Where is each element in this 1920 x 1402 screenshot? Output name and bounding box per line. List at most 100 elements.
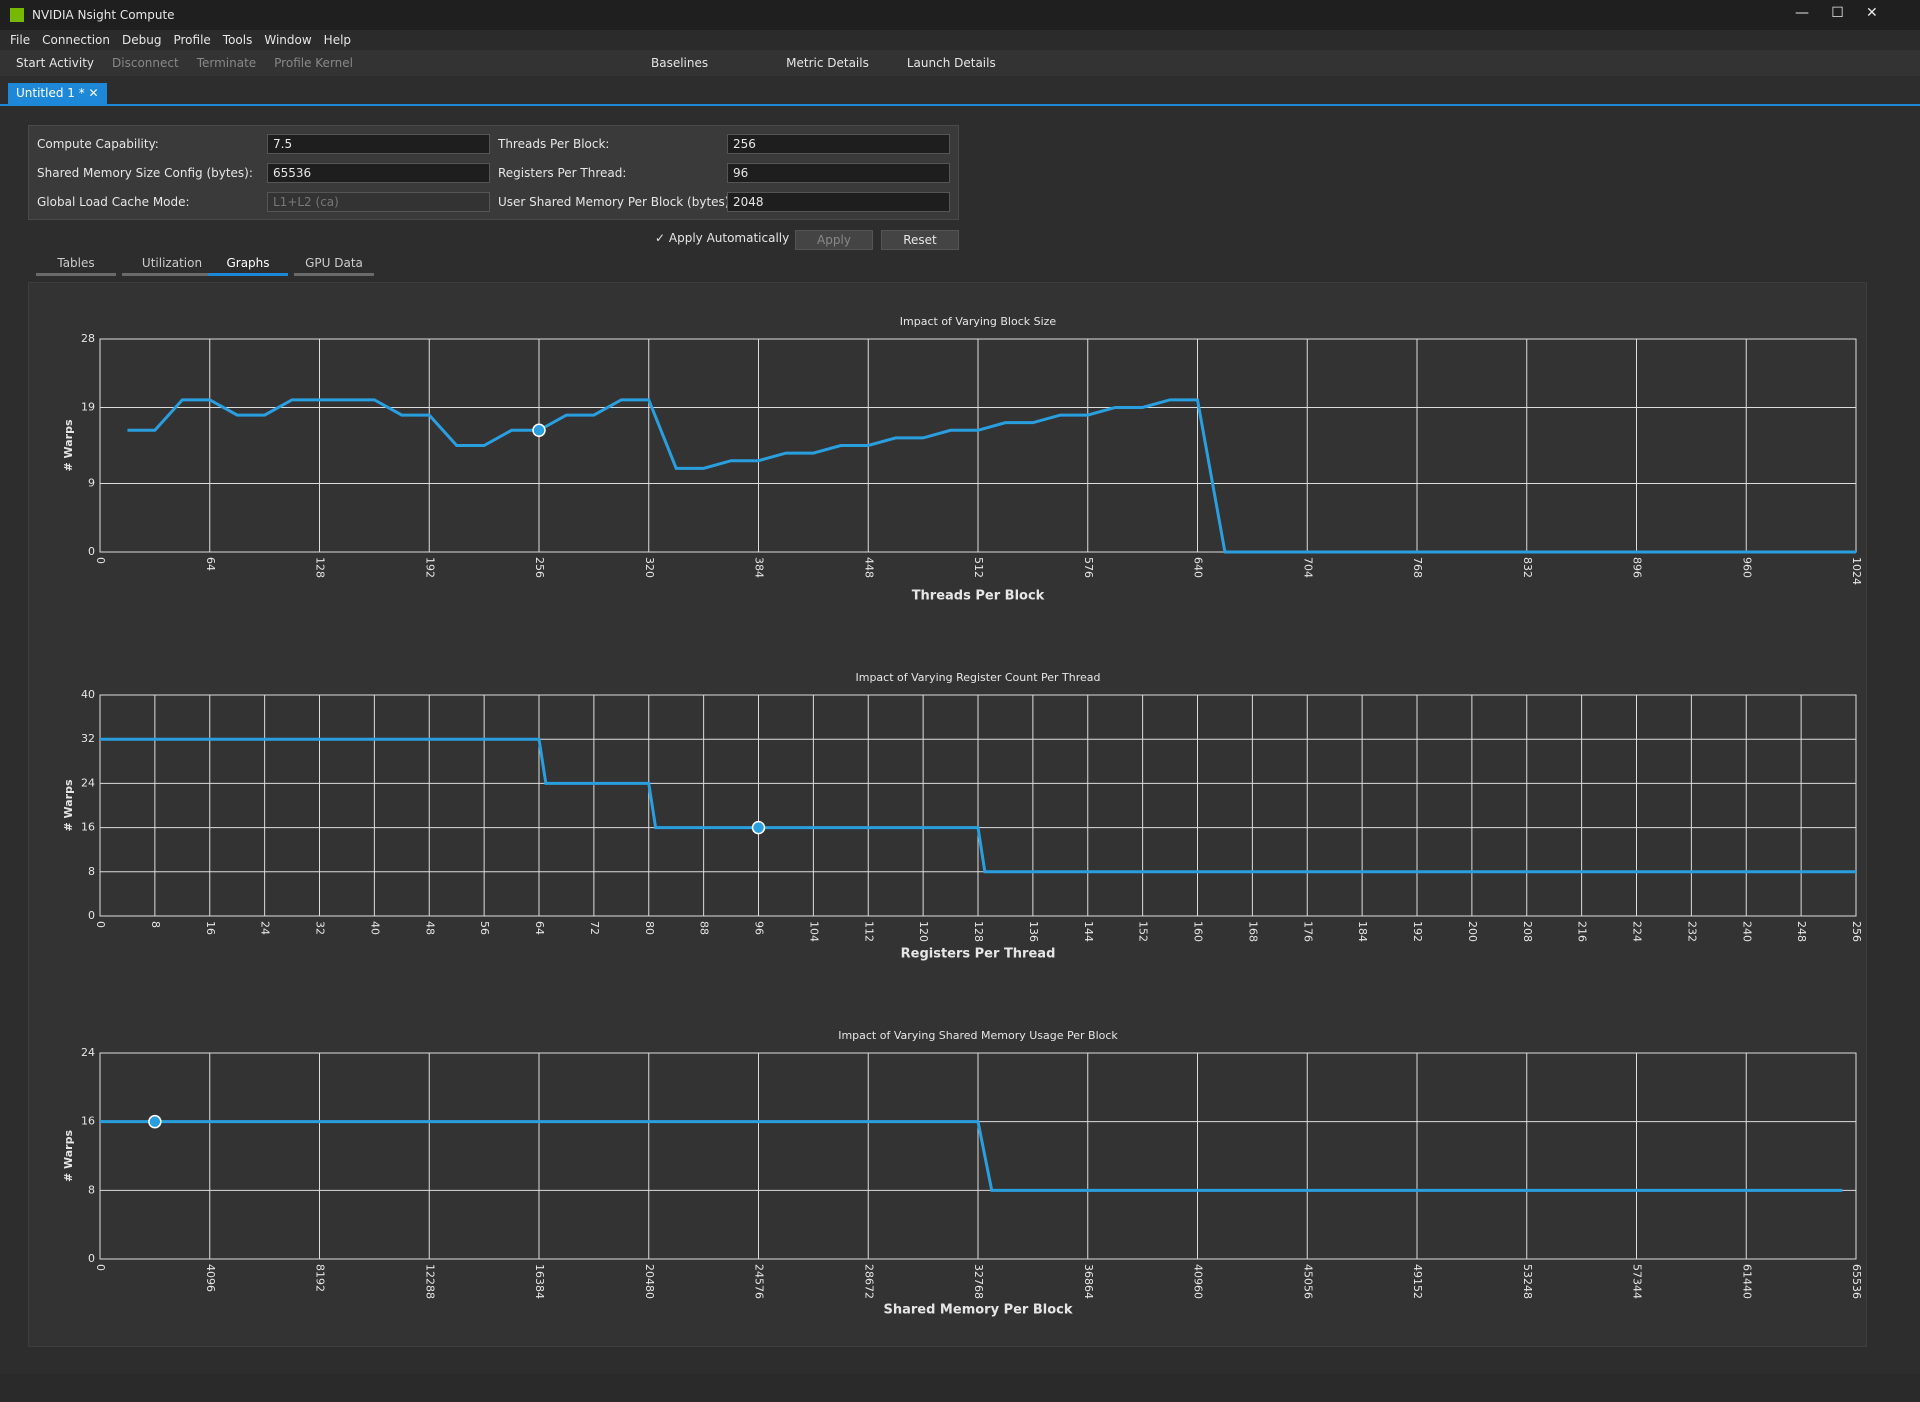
x-tick-label: 192 bbox=[423, 557, 436, 578]
y-tick-label: 0 bbox=[88, 909, 95, 922]
toolbar-button[interactable]: Terminate bbox=[196, 56, 257, 70]
x-tick-label: 53248 bbox=[1521, 1264, 1534, 1299]
y-axis-label: # Warps bbox=[62, 779, 75, 832]
x-tick-label: 112 bbox=[862, 921, 875, 942]
x-tick-label: 32 bbox=[314, 921, 327, 935]
x-tick-label: 152 bbox=[1137, 921, 1150, 942]
spin-box[interactable]: 2048 bbox=[727, 192, 950, 212]
y-tick-label: 28 bbox=[81, 332, 95, 345]
x-tick-label: 960 bbox=[1740, 557, 1753, 578]
x-tick-label: 88 bbox=[698, 921, 711, 935]
menu-item[interactable]: Window bbox=[264, 33, 312, 47]
y-tick-label: 16 bbox=[81, 1115, 95, 1128]
document-tab[interactable]: Untitled 1 * ✕ bbox=[8, 83, 107, 104]
x-tick-label: 128 bbox=[314, 557, 327, 578]
data-line bbox=[100, 737, 1856, 874]
x-tick-label: 96 bbox=[753, 921, 766, 935]
x-tick-label: 256 bbox=[1850, 921, 1863, 942]
x-tick-label: 8192 bbox=[314, 1264, 327, 1292]
y-tick-label: 40 bbox=[81, 688, 95, 701]
x-tick-label: 256 bbox=[533, 557, 546, 578]
x-tick-label: 224 bbox=[1631, 921, 1644, 942]
x-tick-label: 120 bbox=[917, 921, 930, 942]
x-tick-label: 56 bbox=[478, 921, 491, 935]
x-tick-label: 448 bbox=[862, 557, 875, 578]
menu-item[interactable]: File bbox=[10, 33, 31, 47]
app-icon bbox=[10, 8, 24, 22]
apply-button[interactable]: Apply bbox=[795, 230, 873, 250]
spin-box[interactable]: 96 bbox=[727, 163, 950, 183]
x-axis-label: Registers Per Thread bbox=[901, 947, 1056, 962]
x-tick-label: 136 bbox=[1027, 921, 1040, 942]
x-tick-label: 40960 bbox=[1192, 1264, 1205, 1299]
x-tick-label: 40 bbox=[368, 921, 381, 935]
x-tick-label: 45056 bbox=[1301, 1264, 1314, 1299]
toolbar-button[interactable]: Launch Details bbox=[906, 56, 996, 70]
x-tick-label: 320 bbox=[643, 557, 656, 578]
x-tick-label: 896 bbox=[1631, 557, 1644, 578]
x-tick-label: 176 bbox=[1301, 921, 1314, 942]
combo-box[interactable]: 65536 bbox=[267, 163, 490, 183]
menu-item[interactable]: Profile bbox=[173, 33, 211, 47]
toolbar-button[interactable]: Baselines bbox=[650, 56, 709, 70]
x-tick-label: 61440 bbox=[1740, 1264, 1753, 1299]
x-axis-label: Threads Per Block bbox=[912, 589, 1045, 604]
toolbar-button[interactable]: Metric Details bbox=[786, 56, 869, 70]
apply-checkbox[interactable]: ✓ Apply Automatically bbox=[655, 231, 790, 245]
chart-title: Impact of Varying Block Size bbox=[900, 315, 1057, 328]
menu-item[interactable]: Connection bbox=[42, 33, 110, 47]
chart-title: Impact of Varying Shared Memory Usage Pe… bbox=[838, 1029, 1118, 1042]
current-point bbox=[751, 820, 766, 835]
y-tick-label: 0 bbox=[88, 545, 95, 558]
x-tick-label: 49152 bbox=[1411, 1264, 1424, 1299]
combo-box[interactable]: 7.5 bbox=[267, 134, 490, 154]
x-tick-label: 80 bbox=[643, 921, 656, 935]
menu-item[interactable]: Help bbox=[323, 33, 352, 47]
x-tick-label: 208 bbox=[1521, 921, 1534, 942]
x-tick-label: 104 bbox=[807, 921, 820, 942]
x-tick-label: 57344 bbox=[1631, 1264, 1644, 1299]
x-tick-label: 704 bbox=[1301, 557, 1314, 578]
field-label: Global Load Cache Mode: bbox=[37, 195, 190, 209]
x-tick-label: 192 bbox=[1411, 921, 1424, 942]
view-tab[interactable]: Graphs bbox=[208, 256, 288, 276]
x-tick-label: 16384 bbox=[533, 1264, 546, 1299]
x-tick-label: 200 bbox=[1466, 921, 1479, 942]
x-tick-label: 128 bbox=[972, 921, 985, 942]
x-tick-label: 48 bbox=[423, 921, 436, 935]
y-tick-label: 32 bbox=[81, 732, 95, 745]
y-tick-label: 24 bbox=[81, 776, 95, 789]
menu-item[interactable]: Tools bbox=[222, 33, 253, 47]
reset-button[interactable]: Reset bbox=[881, 230, 959, 250]
x-tick-label: 216 bbox=[1576, 921, 1589, 942]
toolbar: Start Activity Disconnect Terminate Profile… bbox=[0, 50, 1920, 76]
settings-panel: Compute Capability: 7.5 Shared Memory Size… bbox=[28, 125, 959, 220]
field-label: Shared Memory Size Config (bytes): bbox=[37, 166, 253, 180]
toolbar-button[interactable]: Start Activity bbox=[16, 56, 95, 70]
view-tab[interactable]: Tables bbox=[36, 256, 116, 276]
y-tick-label: 19 bbox=[81, 400, 95, 413]
menu-item[interactable]: Debug bbox=[122, 33, 162, 47]
charts: Impact of Varying Block Size Threads Per … bbox=[62, 315, 1863, 1318]
view-tab[interactable]: GPU Data bbox=[294, 256, 374, 276]
y-tick-label: 0 bbox=[88, 1252, 95, 1265]
checkbox-label: Apply Automatically bbox=[668, 231, 790, 245]
current-point bbox=[532, 423, 546, 438]
view-tab[interactable]: Utilization bbox=[122, 256, 222, 276]
status-bar bbox=[0, 1374, 1920, 1402]
x-tick-label: 184 bbox=[1356, 921, 1369, 942]
window-controls[interactable]: — ☐ ✕ bbox=[1795, 5, 1878, 21]
combo-box[interactable]: L1+L2 (ca) bbox=[267, 192, 490, 212]
x-tick-label: 1024 bbox=[1850, 557, 1863, 585]
spin-box[interactable]: 256 bbox=[727, 134, 950, 154]
y-tick-label: 8 bbox=[88, 865, 95, 878]
x-axis-label: Shared Memory Per Block bbox=[883, 1303, 1072, 1318]
x-tick-label: 384 bbox=[753, 557, 766, 578]
x-tick-label: 168 bbox=[1246, 921, 1259, 942]
toolbar-button[interactable]: Disconnect bbox=[112, 56, 179, 70]
x-tick-label: 12288 bbox=[423, 1264, 436, 1299]
chart-title: Impact of Varying Register Count Per Thr… bbox=[855, 671, 1100, 684]
field-label: User Shared Memory Per Block (bytes): bbox=[498, 195, 734, 209]
toolbar-button[interactable]: Profile Kernel bbox=[274, 56, 353, 70]
x-tick-label: 8 bbox=[149, 921, 162, 928]
